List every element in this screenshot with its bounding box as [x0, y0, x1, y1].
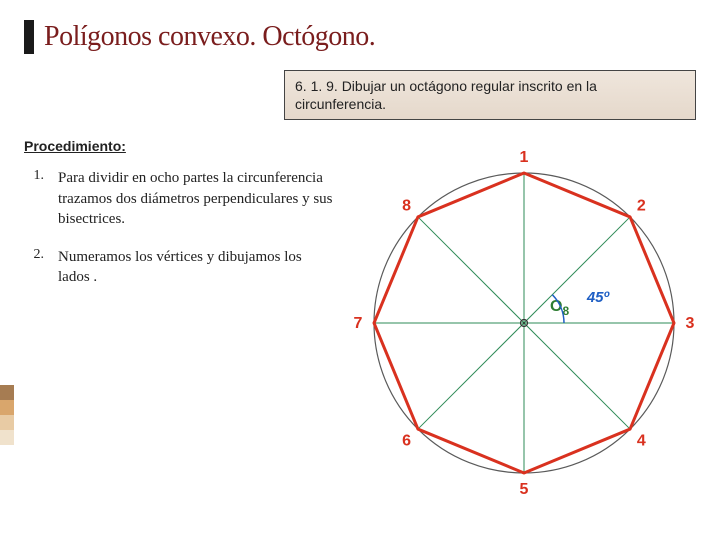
step-1: 1. Para dividir en ocho partes la circun…	[24, 168, 334, 229]
svg-text:2: 2	[637, 198, 646, 215]
svg-text:3: 3	[686, 315, 694, 332]
step-text: Numeramos los vértices y dibujamos los l…	[58, 247, 334, 288]
svg-text:6: 6	[402, 433, 411, 450]
svg-text:1: 1	[520, 149, 529, 166]
title-bookmark	[24, 20, 34, 54]
step-number: 1.	[24, 168, 44, 229]
svg-text:8: 8	[402, 198, 411, 215]
svg-text:4: 4	[637, 433, 646, 450]
svg-text:45º: 45º	[586, 289, 611, 306]
objective-box: 6. 1. 9. Dibujar un octágono regular ins…	[284, 70, 696, 120]
svg-text:O8: O8	[550, 298, 569, 318]
step-text: Para dividir en ocho partes la circunfer…	[58, 168, 334, 229]
step-number: 2.	[24, 247, 44, 288]
procedure-column: Procedimiento: 1. Para dividir en ocho p…	[24, 138, 334, 518]
procedure-heading: Procedimiento:	[24, 138, 334, 154]
svg-text:5: 5	[520, 481, 529, 498]
octagon-diagram: 1 2 3 4 5 6 7 8 O8 45º	[352, 138, 696, 518]
sidebar-decoration	[0, 385, 14, 445]
step-2: 2. Numeramos los vértices y dibujamos lo…	[24, 247, 334, 288]
svg-text:7: 7	[354, 315, 363, 332]
page-title: Polígonos convexo. Octógono.	[44, 21, 375, 53]
